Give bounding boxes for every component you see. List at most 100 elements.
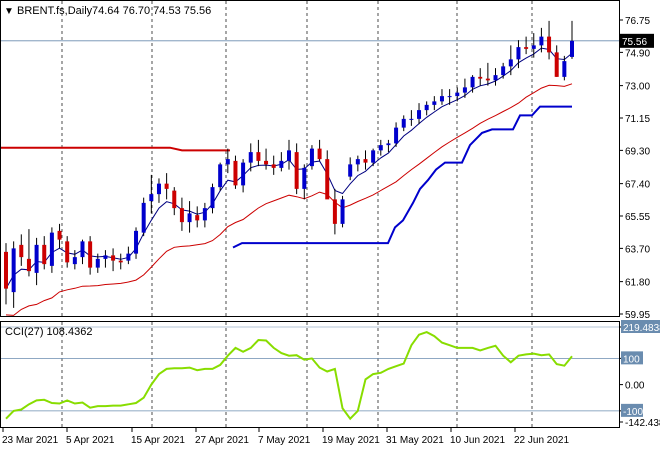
candle-body (88, 241, 93, 268)
candle-body (478, 76, 483, 79)
candle (355, 155, 360, 172)
price-tick-label: 76.75 (625, 16, 650, 27)
candle (187, 201, 192, 233)
candle-body (134, 230, 139, 254)
ohlc-readout: 74.64 76.70 74.53 75.56 (92, 5, 211, 17)
candle (118, 253, 123, 270)
resistance-trail-line (1, 146, 230, 152)
candle-body (439, 96, 444, 102)
support-trail-line (232, 105, 572, 249)
candle (409, 110, 414, 126)
candle (103, 250, 108, 268)
candle (332, 188, 337, 235)
candle-body (49, 232, 54, 266)
cci-tick-label: 0.00 (625, 381, 645, 392)
cci-tick-label: 100 (623, 354, 640, 365)
price-tick-label: 69.30 (625, 146, 650, 157)
candle (447, 89, 452, 105)
candle (256, 139, 261, 167)
candle (80, 239, 85, 265)
candle-body (355, 159, 360, 165)
candle (363, 150, 368, 170)
candle-body (401, 118, 406, 128)
time-tick-label: 22 Jun 2021 (514, 435, 569, 446)
slow-moving-average-line (5, 83, 573, 316)
candle-body (42, 244, 47, 265)
candle-body (378, 145, 383, 151)
candle (455, 87, 460, 102)
cci-line (5, 331, 573, 421)
candle-body (187, 213, 192, 223)
candle (417, 103, 422, 125)
candle (179, 197, 184, 231)
candle (478, 68, 483, 86)
candle-body (493, 75, 498, 81)
candle-body (279, 160, 284, 168)
candle (516, 40, 521, 69)
candle (309, 145, 314, 170)
candle (4, 243, 8, 305)
candle-body (264, 160, 269, 165)
candle (348, 157, 353, 181)
candle (34, 237, 39, 286)
candle-body (233, 160, 238, 186)
candle (72, 250, 77, 270)
candle (111, 248, 116, 272)
candle (195, 206, 200, 228)
candle-body (256, 152, 261, 161)
candle-body (562, 61, 567, 77)
candle-body (531, 45, 536, 49)
cci-label: CCI(27) 108.4362 (5, 326, 92, 338)
price-tick-label: 73.00 (625, 82, 650, 93)
candle-body (554, 52, 559, 77)
candle-body (95, 258, 100, 268)
candle (501, 62, 506, 79)
candle-body (80, 241, 85, 258)
candle (57, 223, 62, 249)
vertical-gridlines (61, 1, 533, 427)
candle-body (386, 143, 391, 146)
candle-body (348, 164, 353, 177)
candle (11, 241, 16, 308)
candle (202, 202, 207, 228)
cci-series (5, 331, 573, 421)
candle-body (149, 194, 154, 202)
current-price-label: 75.56 (622, 37, 647, 48)
candle-body (202, 208, 207, 221)
symbol-label: BRENT.fs,Daily (17, 5, 93, 17)
candle (493, 68, 498, 86)
candle (248, 143, 253, 172)
current-price-box (620, 33, 654, 48)
candle (386, 139, 391, 153)
candle-body (394, 127, 399, 144)
candle (294, 143, 299, 195)
candle (439, 89, 444, 105)
candle-body (455, 92, 460, 97)
chart-menu-arrow-icon[interactable]: ▼ (4, 6, 14, 17)
candle (401, 115, 406, 132)
candle-body (524, 47, 529, 49)
candle-body (325, 159, 330, 200)
candle-body (225, 159, 230, 165)
candle-body (508, 59, 513, 67)
candle-body (417, 110, 422, 119)
candle (325, 150, 330, 200)
candle (225, 148, 230, 174)
cci-axis: 219.4838 100 0.00 -100-142.4382 (619, 320, 660, 429)
candle-body (309, 148, 314, 167)
candle-body (470, 76, 475, 88)
candle (547, 20, 552, 60)
candle-body (462, 87, 467, 93)
candle (287, 139, 291, 170)
candle-body (57, 230, 62, 240)
candle (539, 27, 544, 53)
candle-body (172, 190, 177, 209)
candle-body (72, 257, 77, 265)
candle-body (424, 104, 429, 111)
price-tick-label: 59.95 (625, 310, 650, 321)
candle-body (118, 260, 123, 263)
candle-body (409, 118, 414, 120)
candle (394, 122, 399, 147)
